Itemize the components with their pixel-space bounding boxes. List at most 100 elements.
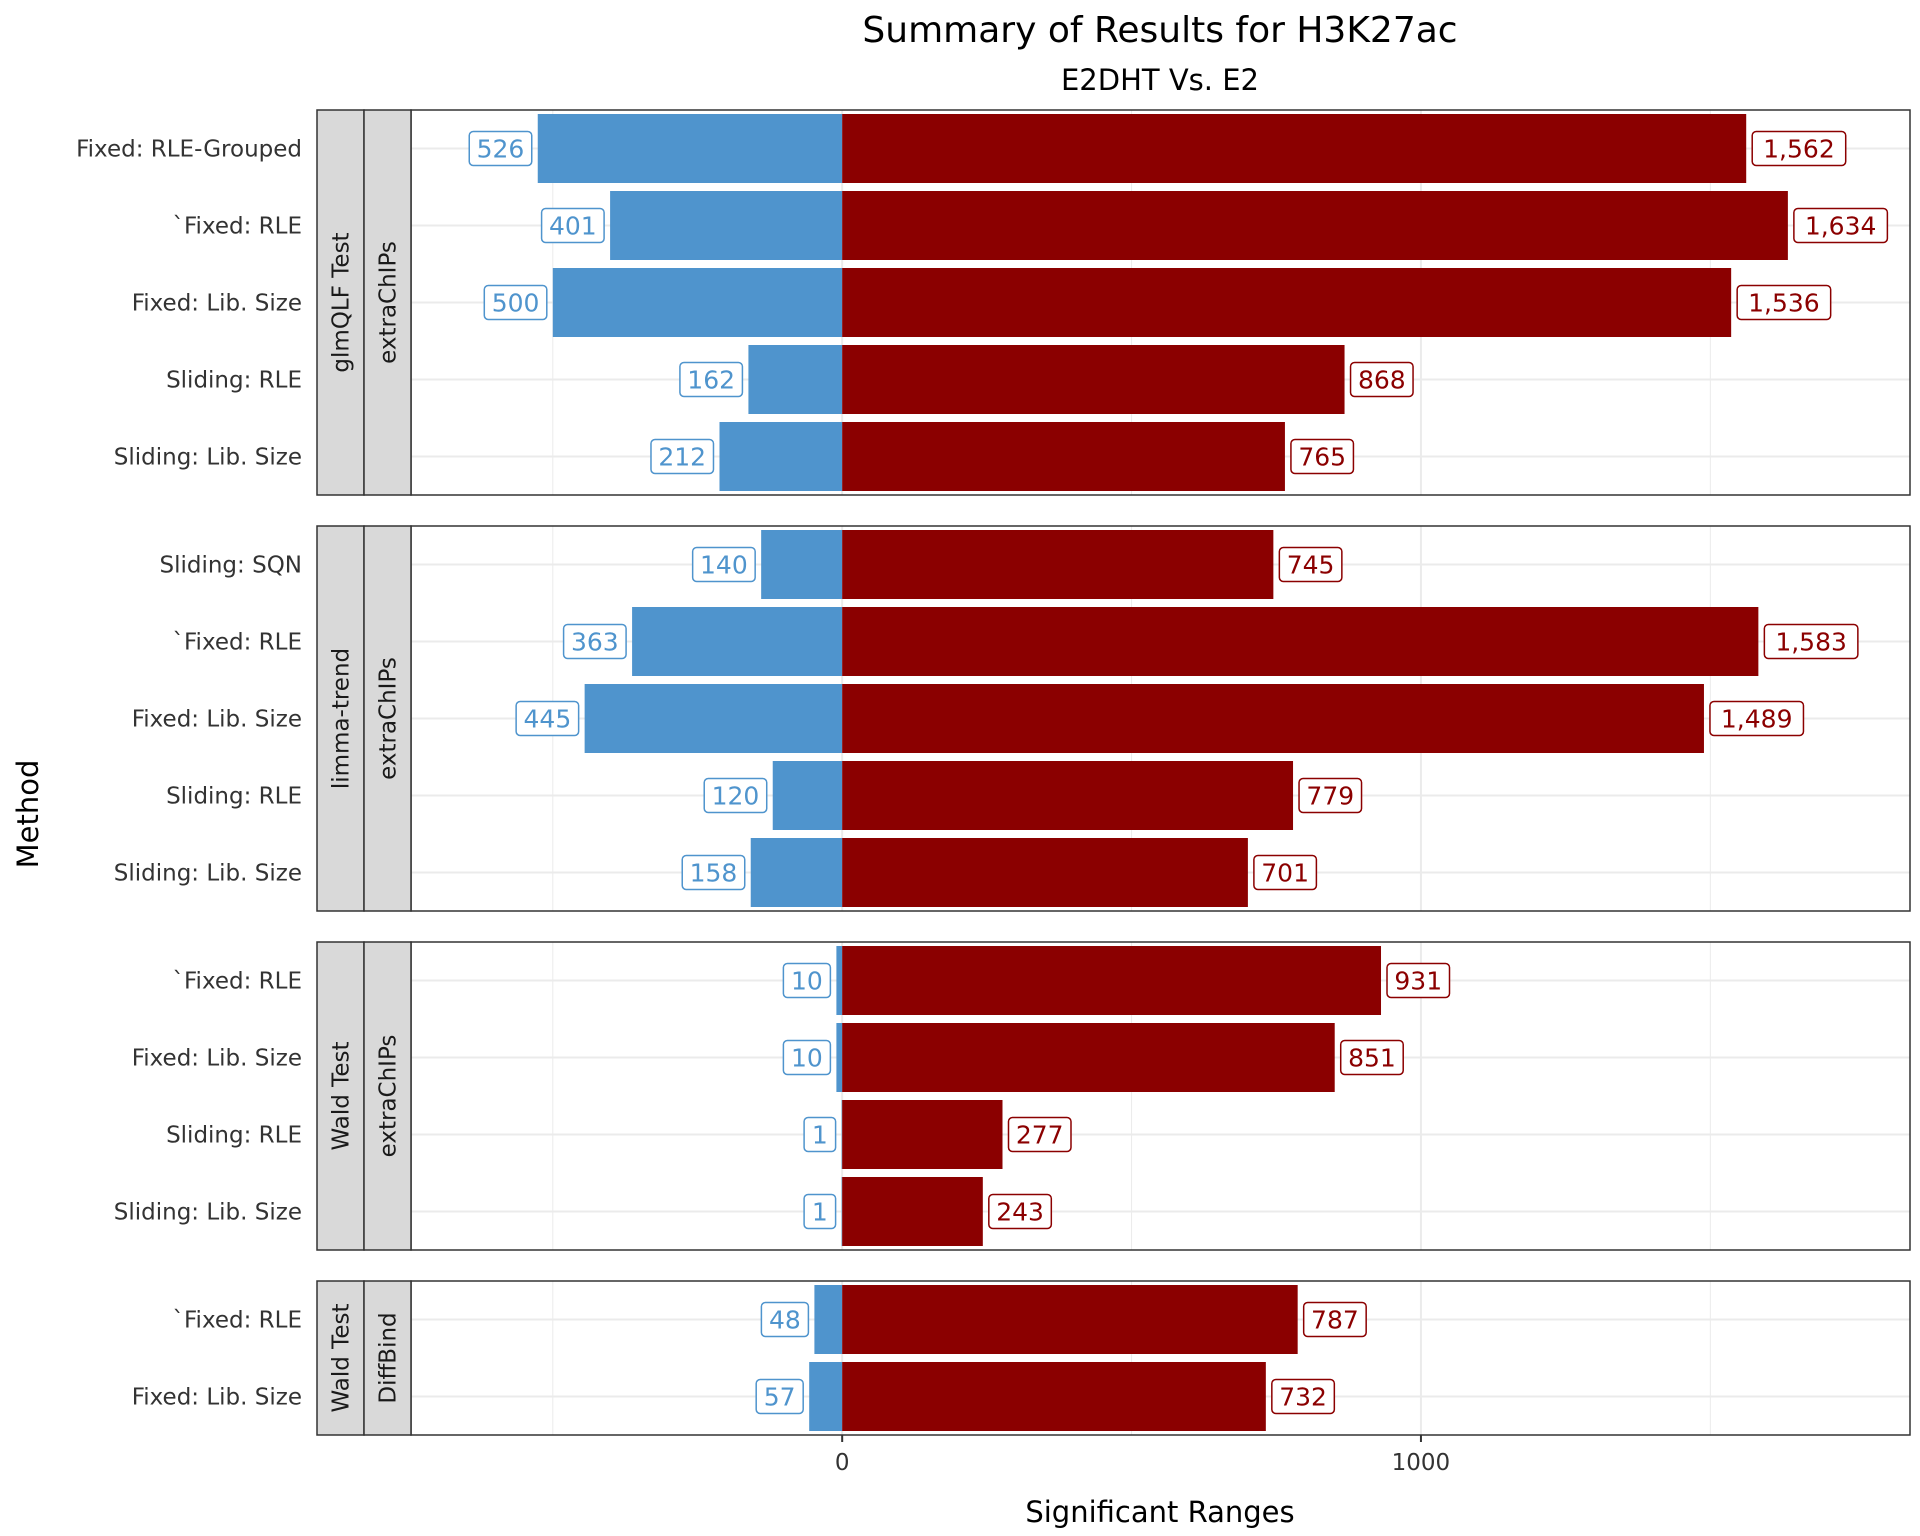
bar-up	[842, 345, 1345, 414]
label-up: 779	[1298, 777, 1363, 814]
label-down-text: 1	[812, 1121, 828, 1150]
label-up-box	[1302, 1301, 1367, 1338]
label-down: 363	[562, 623, 627, 660]
bar-up	[842, 1285, 1298, 1354]
label-down-text: 162	[687, 366, 735, 395]
label-down: 120	[703, 777, 768, 814]
bar-down	[841, 1100, 843, 1169]
label-up-text: 868	[1358, 366, 1406, 395]
label-up-text: 1,562	[1763, 135, 1835, 164]
label-up-text: 277	[1016, 1121, 1064, 1150]
label-down-box	[515, 700, 580, 737]
label-up-text: 745	[1287, 551, 1335, 580]
strip-package-label: DiffBind	[376, 1312, 402, 1403]
bar-down	[719, 422, 843, 491]
label-up-box	[1007, 1116, 1072, 1153]
label-down: 140	[691, 546, 756, 583]
label-down: 1	[803, 1116, 837, 1153]
label-down-box	[782, 1039, 832, 1076]
label-up: 931	[1386, 962, 1451, 999]
bar-down	[748, 345, 843, 414]
bar-down	[836, 946, 843, 1015]
bar-down	[750, 838, 843, 907]
facet-panel: 10 931 `Fixed: RLE 10 851 Fixed: Lib. Size 1 27…	[114, 941, 1911, 1251]
bar-down	[841, 1177, 843, 1246]
label-up: 243	[988, 1193, 1053, 1230]
strip-test-label: Wald Test	[329, 1042, 355, 1151]
label-down-text: 10	[791, 1044, 823, 1073]
label-up-text: 1,536	[1748, 289, 1820, 318]
strip-test	[316, 941, 365, 1251]
strip-test-label: Wald Test	[329, 1304, 355, 1413]
label-down: 158	[681, 854, 746, 891]
label-up-box	[1709, 700, 1805, 737]
bar-down	[584, 684, 843, 753]
label-down-box	[803, 1193, 837, 1230]
y-tick-label: Sliding: Lib. Size	[114, 861, 302, 887]
label-down-text: 10	[791, 967, 823, 996]
y-tick-label: Sliding: SQN	[159, 553, 302, 579]
strip-package	[363, 1280, 412, 1436]
bar-up	[842, 114, 1747, 183]
bar-up	[842, 1023, 1335, 1092]
label-up-box	[988, 1193, 1053, 1230]
strip-test	[316, 109, 365, 496]
label-down-text: 445	[524, 705, 572, 734]
bar-up	[842, 838, 1248, 907]
label-down-box	[755, 1378, 804, 1415]
label-up-box	[1386, 962, 1451, 999]
label-down-text: 500	[492, 289, 540, 318]
label-up-box	[1736, 284, 1832, 321]
label-down-box	[483, 284, 548, 321]
label-down-text: 526	[477, 135, 525, 164]
label-up-text: 931	[1394, 967, 1442, 996]
label-down-text: 140	[700, 551, 748, 580]
label-down: 212	[650, 438, 715, 475]
bar-up	[842, 684, 1704, 753]
label-down-text: 1	[812, 1198, 828, 1227]
chart-subtitle: E2DHT Vs. E2	[1061, 63, 1259, 97]
label-down: 10	[782, 1039, 832, 1076]
label-up-text: 1,583	[1775, 628, 1847, 657]
label-down-box	[760, 1301, 810, 1338]
bar-up	[842, 1100, 1003, 1169]
facet-panel: 48 787 `Fixed: RLE 57 732 Fixed: Lib. Size Wal…	[132, 1280, 1911, 1436]
label-up: 277	[1007, 1116, 1072, 1153]
y-tick-label: `Fixed: RLE	[173, 630, 303, 656]
label-up: 1,536	[1736, 284, 1832, 321]
bar-down	[610, 191, 843, 260]
label-down-box	[803, 1116, 837, 1153]
bar-down	[809, 1362, 843, 1431]
y-tick-label: Sliding: Lib. Size	[114, 445, 302, 471]
x-tick-label: 1000	[1392, 1450, 1451, 1476]
label-down: 500	[483, 284, 548, 321]
label-down: 526	[468, 130, 533, 167]
strip-test	[316, 1280, 365, 1436]
label-up-text: 765	[1298, 443, 1346, 472]
label-up-box	[1339, 1039, 1404, 1076]
y-tick-label: `Fixed: RLE	[173, 969, 303, 995]
label-down-box	[681, 854, 746, 891]
x-axis-title: Significant Ranges	[1025, 1495, 1294, 1529]
x-axis: 0 1000	[835, 1435, 1450, 1476]
chart-title: Summary of Results for H3K27ac	[862, 10, 1457, 51]
bar-down	[772, 761, 843, 830]
label-down-box	[468, 130, 533, 167]
strip-package	[363, 941, 412, 1251]
label-up-box	[1253, 854, 1318, 891]
label-up: 1,634	[1793, 207, 1889, 244]
label-down: 48	[760, 1301, 810, 1338]
label-up: 1,489	[1709, 700, 1805, 737]
label-up-text: 732	[1279, 1383, 1327, 1412]
label-down-text: 212	[658, 443, 706, 472]
label-down-text: 363	[571, 628, 619, 657]
y-tick-label: `Fixed: RLE	[173, 1308, 303, 1334]
bar-up	[842, 268, 1732, 337]
bar-up	[842, 946, 1382, 1015]
label-up: 868	[1349, 361, 1414, 398]
label-down: 10	[782, 962, 832, 999]
strip-test-label: limma-trend	[329, 648, 355, 789]
bar-down	[836, 1023, 843, 1092]
x-tick-label: 0	[835, 1450, 850, 1476]
facet-panel: 526 1,562 Fixed: RLE-Grouped 401 1,634 `Fixed…	[76, 109, 1911, 496]
